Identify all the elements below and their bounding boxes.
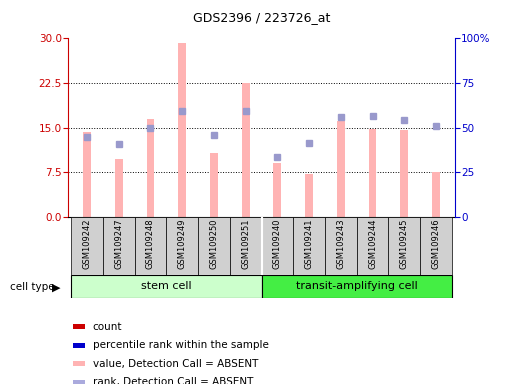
Text: transit-amplifying cell: transit-amplifying cell <box>296 281 417 291</box>
Text: GDS2396 / 223726_at: GDS2396 / 223726_at <box>193 12 330 25</box>
Bar <box>83 132 91 217</box>
Text: count: count <box>93 322 122 332</box>
Bar <box>337 121 345 217</box>
Bar <box>210 153 218 217</box>
Bar <box>242 83 249 217</box>
Text: ▶: ▶ <box>52 282 60 292</box>
Text: GSM109241: GSM109241 <box>304 219 314 269</box>
Text: GSM109240: GSM109240 <box>273 219 282 269</box>
Text: GSM109250: GSM109250 <box>209 219 219 269</box>
Bar <box>71 275 262 298</box>
Text: value, Detection Call = ABSENT: value, Detection Call = ABSENT <box>93 359 258 369</box>
Text: GSM109249: GSM109249 <box>178 219 187 269</box>
Text: rank, Detection Call = ABSENT: rank, Detection Call = ABSENT <box>93 377 253 384</box>
Bar <box>432 172 440 217</box>
Text: GSM109243: GSM109243 <box>336 219 345 269</box>
Bar <box>420 217 452 275</box>
Bar <box>115 159 123 217</box>
Bar <box>71 217 103 275</box>
Text: percentile rank within the sample: percentile rank within the sample <box>93 340 268 350</box>
Text: GSM109244: GSM109244 <box>368 219 377 269</box>
Text: GSM109251: GSM109251 <box>241 219 250 269</box>
Text: GSM109248: GSM109248 <box>146 219 155 269</box>
Bar <box>305 174 313 217</box>
Bar <box>400 130 408 217</box>
Bar <box>230 217 262 275</box>
Bar <box>274 164 281 217</box>
Bar <box>262 217 293 275</box>
Text: cell type: cell type <box>10 282 55 292</box>
Text: GSM109246: GSM109246 <box>431 219 440 269</box>
Bar <box>325 217 357 275</box>
Bar <box>146 119 154 217</box>
Bar <box>166 217 198 275</box>
Text: GSM109245: GSM109245 <box>400 219 409 269</box>
Bar <box>134 217 166 275</box>
Text: stem cell: stem cell <box>141 281 191 291</box>
Bar <box>369 129 377 217</box>
Text: GSM109242: GSM109242 <box>83 219 92 269</box>
Bar <box>103 217 134 275</box>
Bar <box>389 217 420 275</box>
Bar <box>293 217 325 275</box>
Bar <box>178 43 186 217</box>
Bar <box>357 217 389 275</box>
Bar <box>198 217 230 275</box>
Bar <box>262 275 452 298</box>
Text: GSM109247: GSM109247 <box>114 219 123 269</box>
